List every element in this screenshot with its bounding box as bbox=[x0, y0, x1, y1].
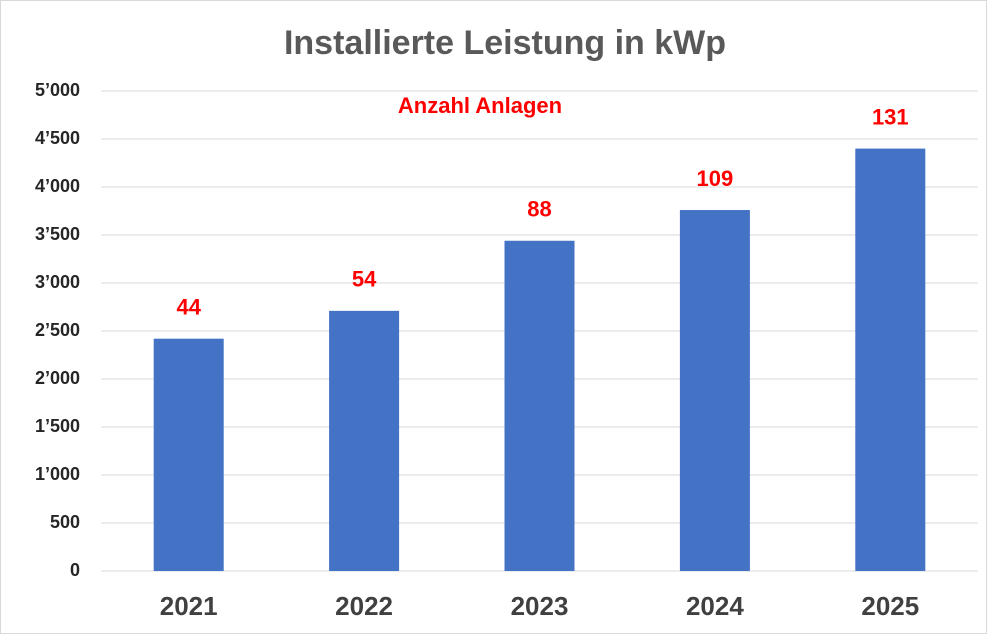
x-tick-label: 2021 bbox=[160, 591, 218, 621]
x-tick-label: 2023 bbox=[511, 591, 569, 621]
installations-label: 54 bbox=[352, 267, 377, 292]
y-tick-label: 4’000 bbox=[35, 176, 80, 196]
bar bbox=[504, 240, 575, 571]
chart-title: Installierte Leistung in kWp bbox=[284, 24, 726, 62]
bar bbox=[153, 338, 224, 571]
annotation: Anzahl Anlagen bbox=[398, 93, 562, 118]
y-tick-label: 0 bbox=[70, 560, 80, 580]
installations-label: 88 bbox=[527, 197, 551, 222]
installations-label: 109 bbox=[697, 166, 734, 191]
y-tick-label: 3’000 bbox=[35, 272, 80, 292]
installations-label: 44 bbox=[176, 294, 201, 319]
bar bbox=[329, 310, 400, 571]
y-tick-label: 1’500 bbox=[35, 416, 80, 436]
x-tick-label: 2022 bbox=[335, 591, 393, 621]
y-tick-label: 2’500 bbox=[35, 320, 80, 340]
y-tick-label: 4’500 bbox=[35, 128, 80, 148]
bar bbox=[855, 148, 926, 571]
y-tick-label: 1’000 bbox=[35, 464, 80, 484]
bar bbox=[679, 210, 750, 572]
y-tick-label: 500 bbox=[50, 512, 80, 532]
x-tick-label: 2024 bbox=[686, 591, 744, 621]
x-tick-label: 2025 bbox=[861, 591, 919, 621]
y-tick-label: 5’000 bbox=[35, 80, 80, 100]
y-tick-label: 2’000 bbox=[35, 368, 80, 388]
installations-label: 131 bbox=[872, 104, 909, 129]
y-tick-label: 3’500 bbox=[35, 224, 80, 244]
